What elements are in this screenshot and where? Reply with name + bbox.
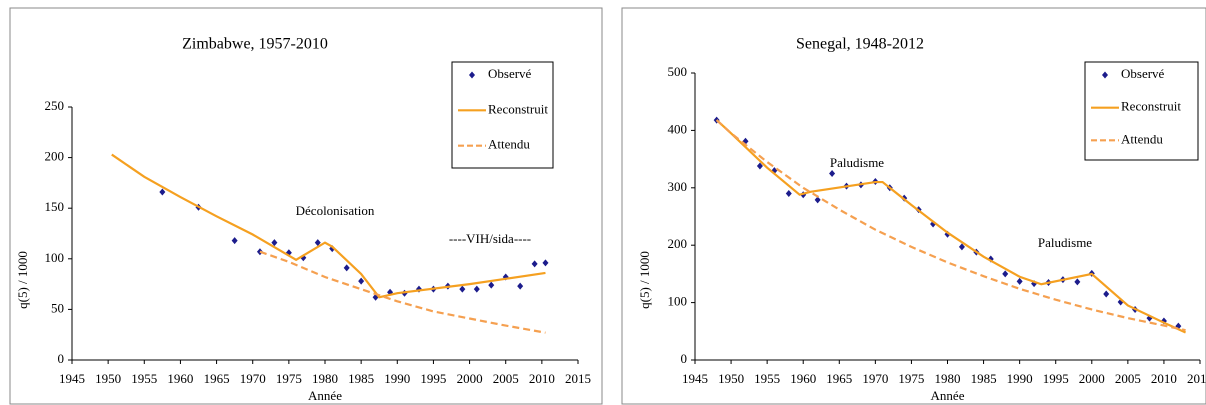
legend-label: Reconstruit [488, 101, 548, 116]
data-point [271, 239, 278, 247]
x-tick-label: 2000 [1079, 371, 1105, 386]
y-tick-label: 150 [45, 199, 65, 214]
x-tick-label: 1985 [348, 371, 374, 386]
annotation: ----VIH/sida---- [449, 231, 531, 246]
x-tick-label: 1945 [682, 371, 708, 386]
y-tick-label: 100 [45, 250, 65, 265]
y-axis-label: q(5) / 1000 [637, 251, 652, 309]
legend-marker [469, 71, 475, 79]
x-tick-label: 1975 [898, 371, 924, 386]
series-line [259, 250, 546, 334]
annotation: Décolonisation [296, 203, 375, 218]
annotation: Paludisme [830, 155, 884, 170]
x-tick-label: 1980 [935, 371, 961, 386]
data-point [488, 281, 495, 289]
x-tick-label: 2010 [529, 371, 555, 386]
data-point [473, 285, 480, 293]
x-tick-label: 1950 [718, 371, 744, 386]
y-tick-label: 300 [668, 179, 688, 194]
legend-label: Observé [488, 66, 532, 81]
y-tick-label: 500 [668, 64, 688, 79]
y-tick-label: 100 [668, 294, 688, 309]
data-point [756, 162, 763, 170]
data-point [1074, 278, 1081, 286]
x-tick-label: 1990 [384, 371, 410, 386]
data-point [531, 260, 538, 268]
x-tick-label: 2015 [1187, 371, 1206, 386]
chart-title: Senegal, 1948-2012 [796, 36, 924, 53]
x-tick-label: 1995 [420, 371, 446, 386]
y-tick-label: 200 [45, 149, 65, 164]
data-point [314, 239, 321, 247]
legend-box [451, 61, 554, 169]
series-line [715, 119, 1186, 332]
data-point [829, 169, 836, 177]
legend-label: Reconstruit [1121, 99, 1181, 114]
legend-label: Attendu [1121, 131, 1163, 146]
x-tick-label: 2005 [493, 371, 519, 386]
x-tick-label: 1965 [826, 371, 852, 386]
x-tick-label: 1975 [276, 371, 302, 386]
y-tick-label: 0 [58, 351, 65, 366]
x-tick-label: 1945 [59, 371, 85, 386]
data-point [459, 285, 466, 293]
data-point [1016, 277, 1023, 285]
y-tick-label: 250 [45, 98, 65, 113]
legend-label: Attendu [488, 137, 530, 152]
x-tick-label: 1970 [240, 371, 266, 386]
x-tick-label: 1955 [754, 371, 780, 386]
data-point [958, 243, 965, 251]
y-axis-label: q(5) / 1000 [15, 251, 30, 309]
data-point [517, 282, 524, 290]
y-tick-label: 50 [51, 300, 64, 315]
legend-marker [1102, 71, 1108, 79]
data-point [785, 190, 792, 198]
y-tick-label: 400 [668, 121, 688, 136]
legend-box [1084, 61, 1199, 161]
data-point [814, 196, 821, 204]
x-tick-label: 1990 [1007, 371, 1033, 386]
annotation: Paludisme [1038, 235, 1092, 250]
x-tick-label: 1985 [971, 371, 997, 386]
x-tick-label: 2005 [1115, 371, 1141, 386]
x-tick-label: 2000 [457, 371, 483, 386]
x-axis-label: Année [308, 388, 342, 403]
series-line [111, 153, 546, 299]
x-tick-label: 1995 [1043, 371, 1069, 386]
x-tick-label: 1965 [204, 371, 230, 386]
series-line [715, 119, 1187, 334]
x-axis-label: Année [931, 388, 965, 403]
data-point [1002, 270, 1009, 278]
x-tick-label: 1960 [167, 371, 193, 386]
y-tick-label: 0 [681, 351, 688, 366]
data-point [231, 237, 238, 245]
data-point [542, 259, 549, 267]
data-point [159, 188, 166, 196]
data-point [343, 264, 350, 272]
x-tick-label: 1970 [862, 371, 888, 386]
x-tick-label: 2015 [565, 371, 591, 386]
y-tick-label: 200 [668, 236, 688, 251]
legend-label: Observé [1121, 66, 1165, 81]
x-tick-label: 1980 [312, 371, 338, 386]
x-tick-label: 2010 [1151, 371, 1177, 386]
data-point [358, 277, 365, 285]
x-tick-label: 1955 [131, 371, 157, 386]
x-tick-label: 1950 [95, 371, 121, 386]
data-point [1103, 290, 1110, 298]
chart-title: Zimbabwe, 1957-2010 [182, 36, 328, 53]
x-tick-label: 1960 [790, 371, 816, 386]
